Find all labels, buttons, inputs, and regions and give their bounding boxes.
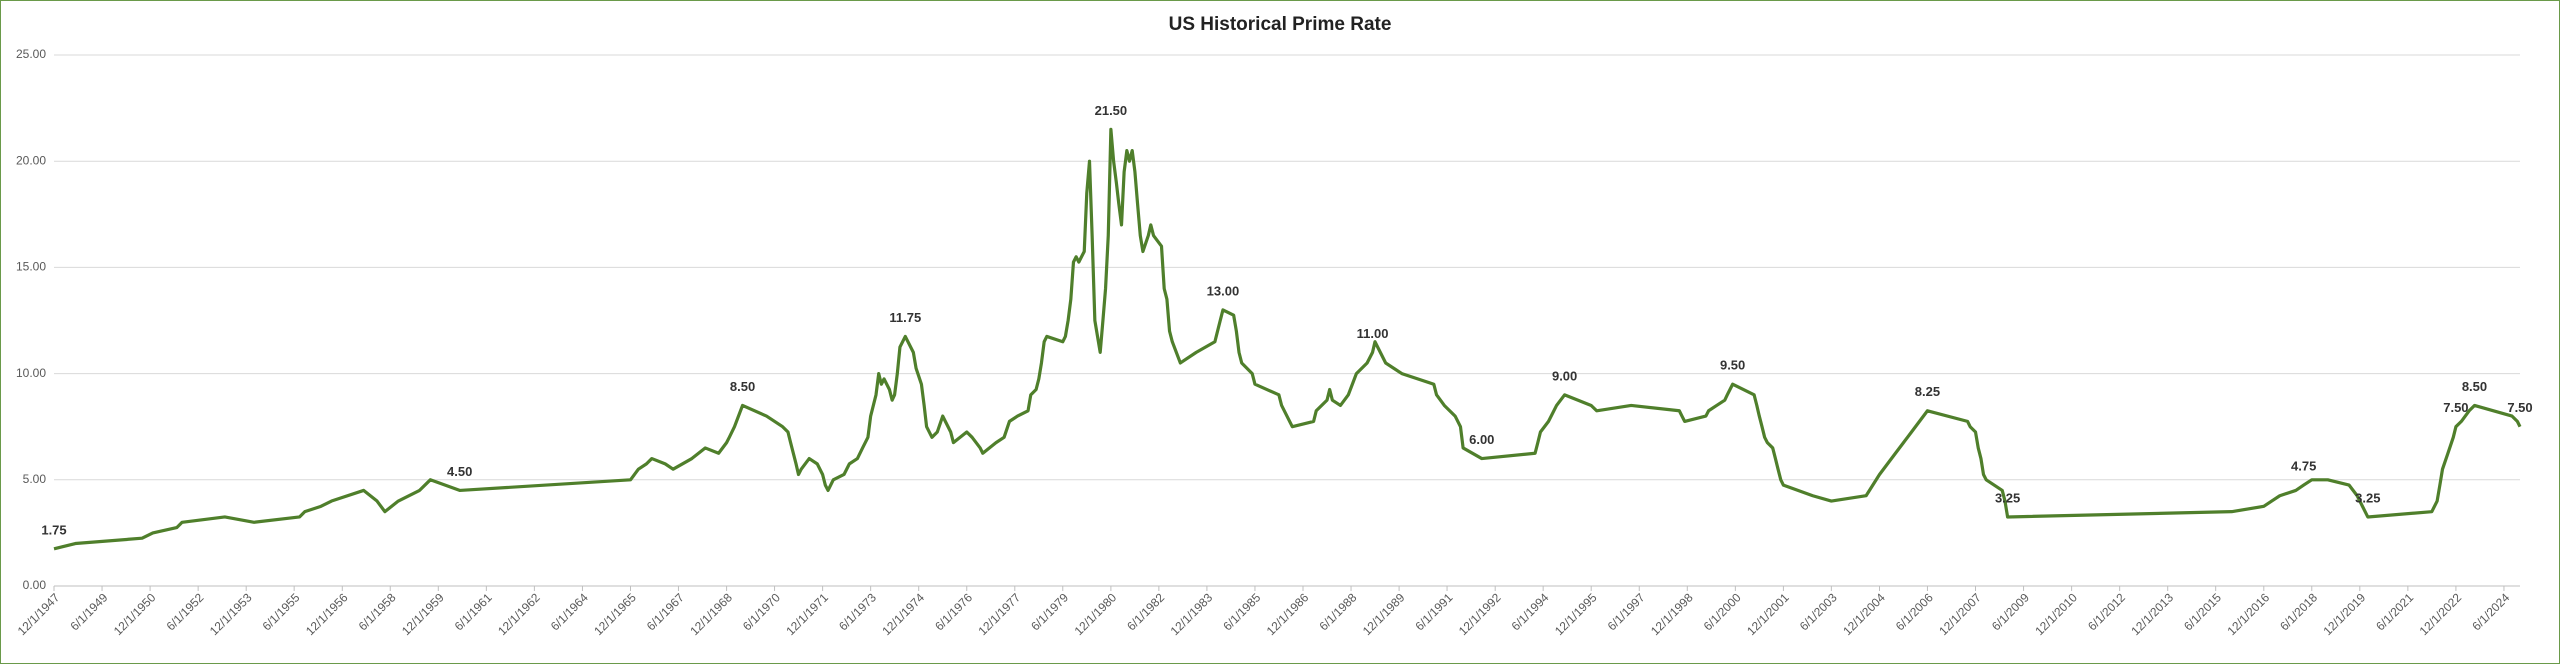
data-label: 7.50 <box>2507 400 2532 415</box>
data-label: 8.50 <box>730 379 755 394</box>
data-label: 8.25 <box>1915 384 1940 399</box>
y-tick-label: 15.00 <box>16 260 46 274</box>
data-label: 9.00 <box>1552 368 1577 383</box>
data-label: 8.50 <box>2462 379 2487 394</box>
data-label: 21.50 <box>1095 103 1128 118</box>
data-label: 7.50 <box>2443 400 2468 415</box>
data-label: 4.75 <box>2291 459 2316 474</box>
chart-title: US Historical Prime Rate <box>1169 14 1392 35</box>
data-label: 11.00 <box>1357 326 1389 341</box>
line-series <box>53 127 2522 551</box>
data-label: 1.75 <box>41 522 66 537</box>
data-label: 4.50 <box>447 464 472 479</box>
y-tick-label: 5.00 <box>23 472 47 486</box>
y-tick-label: 25.00 <box>16 47 46 61</box>
data-label: 6.00 <box>1469 432 1494 447</box>
data-label: 13.00 <box>1207 283 1240 298</box>
data-label: 9.50 <box>1720 358 1745 373</box>
data-label: 3.25 <box>2355 490 2380 505</box>
data-label: 11.75 <box>889 310 921 325</box>
y-tick-label: 10.00 <box>16 366 46 380</box>
data-label: 3.25 <box>1995 490 2020 505</box>
y-tick-label: 20.00 <box>16 153 46 167</box>
y-tick-label: 0.00 <box>23 578 47 592</box>
